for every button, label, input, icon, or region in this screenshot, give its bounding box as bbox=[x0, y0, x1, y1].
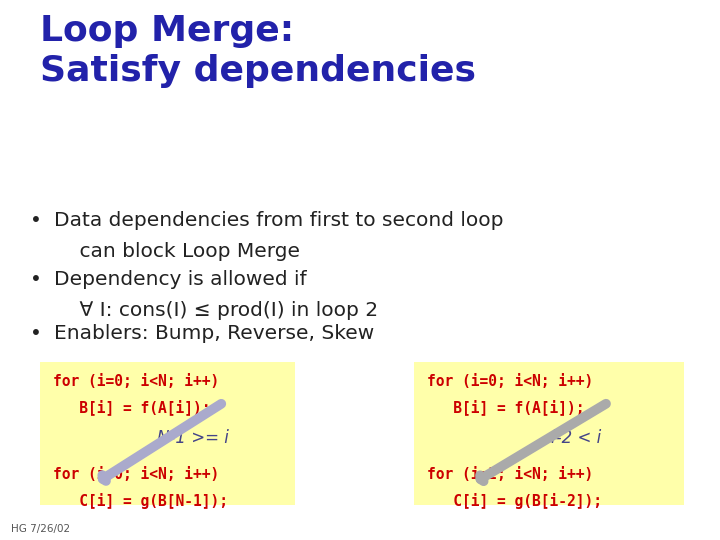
Text: can block Loop Merge: can block Loop Merge bbox=[54, 242, 300, 261]
Text: for (i=0; i<N; i++): for (i=0; i<N; i++) bbox=[53, 467, 219, 482]
Text: B[i] = f(A[i]);: B[i] = f(A[i]); bbox=[427, 400, 585, 415]
Text: •: • bbox=[30, 211, 42, 229]
FancyBboxPatch shape bbox=[40, 362, 295, 505]
Text: N-1 >= i: N-1 >= i bbox=[157, 429, 229, 447]
Text: Dependency is allowed if: Dependency is allowed if bbox=[54, 270, 307, 289]
Text: C[i] = g(B[N-1]);: C[i] = g(B[N-1]); bbox=[53, 493, 228, 509]
FancyBboxPatch shape bbox=[414, 362, 684, 505]
Text: Satisfy dependencies: Satisfy dependencies bbox=[40, 54, 476, 88]
Text: for (i=0; i<N; i++): for (i=0; i<N; i++) bbox=[427, 374, 593, 389]
Text: for (i=0; i<N; i++): for (i=0; i<N; i++) bbox=[53, 374, 219, 389]
Text: for (i=2; i<N; i++): for (i=2; i<N; i++) bbox=[427, 467, 593, 482]
Text: •: • bbox=[30, 270, 42, 289]
Text: i-2 < i: i-2 < i bbox=[551, 429, 601, 447]
Text: C[i] = g(B[i-2]);: C[i] = g(B[i-2]); bbox=[427, 493, 602, 509]
Text: ∀ I: cons(I) ≤ prod(I) in loop 2: ∀ I: cons(I) ≤ prod(I) in loop 2 bbox=[54, 301, 378, 320]
Text: B[i] = f(A[i]);: B[i] = f(A[i]); bbox=[53, 400, 210, 415]
Text: HG 7/26/02: HG 7/26/02 bbox=[11, 523, 70, 534]
Text: Data dependencies from first to second loop: Data dependencies from first to second l… bbox=[54, 211, 503, 229]
Text: •: • bbox=[30, 324, 42, 343]
Text: Enablers: Bump, Reverse, Skew: Enablers: Bump, Reverse, Skew bbox=[54, 324, 374, 343]
Text: Loop Merge:: Loop Merge: bbox=[40, 14, 294, 48]
